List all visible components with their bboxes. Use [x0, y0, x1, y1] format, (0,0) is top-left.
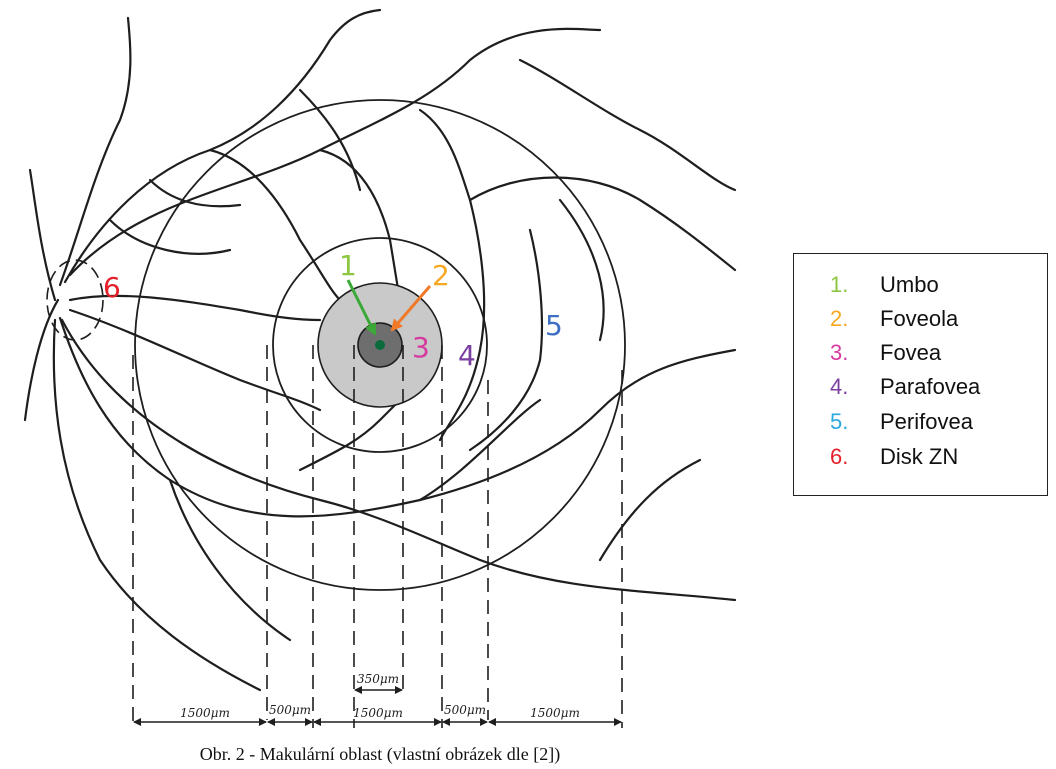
vessel: [148, 178, 242, 208]
legend-number: 6.: [830, 444, 849, 469]
vessel: [68, 294, 322, 322]
vessel: [58, 316, 737, 518]
vessel: [298, 88, 362, 192]
vessel: [58, 16, 132, 287]
vessel: [52, 318, 262, 692]
ring: [272, 237, 488, 453]
legend-label: Foveola: [880, 306, 959, 331]
ellipse: [46, 259, 104, 341]
legend-item: 1. Umbo: [830, 272, 939, 298]
label-perifovea: 5: [545, 309, 563, 342]
dimension-label: 1500μm: [353, 706, 403, 720]
dashed-lines: [132, 345, 623, 728]
vessel: [68, 27, 602, 277]
circle: [375, 340, 385, 350]
legend-number: 4.: [830, 374, 849, 399]
vessel: [208, 148, 342, 302]
vessel: [60, 318, 737, 602]
vessel: [28, 168, 57, 302]
dimension-label: 500μm: [269, 703, 311, 717]
dimension-label: 1500μm: [180, 706, 230, 720]
dimension-lines: [133, 686, 622, 726]
legend-number: 5.: [830, 409, 849, 434]
vessel: [518, 58, 737, 192]
macula-diagram: 1 2 3 4 5 6 1500μm 500μm 1500μm 500μm 15…: [23, 8, 737, 728]
dimension-label: 1500μm: [530, 706, 580, 720]
legend-number: 1.: [830, 272, 849, 297]
label-disk: 6: [103, 271, 121, 304]
legend-number: 2.: [830, 306, 849, 331]
vessel: [23, 298, 60, 422]
caption: Obr. 2 - Makulární oblast (vlastní obráz…: [199, 744, 561, 764]
vessel: [108, 218, 232, 255]
vessel: [438, 198, 486, 442]
legend-label: Disk ZN: [880, 444, 959, 469]
legend-label: Perifovea: [880, 409, 973, 434]
ring: [134, 99, 626, 591]
umbo-arrow: [346, 279, 377, 336]
legend-item: 3. Fovea: [830, 340, 941, 366]
vessel: [318, 148, 402, 302]
legend-label: Parafovea: [880, 374, 981, 399]
label-parafovea: 4: [458, 339, 476, 372]
dimension-label: 500μm: [444, 703, 486, 717]
label-umbo: 1: [339, 249, 357, 282]
vessel: [598, 458, 702, 562]
label-fovea: 3: [412, 331, 430, 364]
legend-label: Umbo: [880, 272, 939, 297]
vessel: [418, 108, 737, 272]
vessel: [63, 8, 382, 284]
dimension-label: 350μm: [357, 672, 399, 686]
foveola-arrow: [390, 285, 432, 332]
vessel: [418, 398, 542, 502]
legend-item: 6. Disk ZN: [830, 444, 958, 470]
label-foveola: 2: [432, 259, 450, 292]
legend-label: Fovea: [880, 340, 942, 365]
legend-item: 4. Parafovea: [830, 374, 980, 400]
vessel: [468, 228, 544, 452]
vessel: [68, 308, 322, 412]
legend-number: 3.: [830, 340, 849, 365]
legend: 1. Umbo 2. Foveola 3. Fovea 4. Parafovea 5. P…: [793, 253, 1048, 496]
rings: [134, 99, 626, 591]
legend-item: 5. Perifovea: [830, 409, 973, 435]
vessel: [168, 478, 292, 642]
vessel: [558, 198, 605, 342]
legend-item: 2. Foveola: [830, 306, 958, 332]
